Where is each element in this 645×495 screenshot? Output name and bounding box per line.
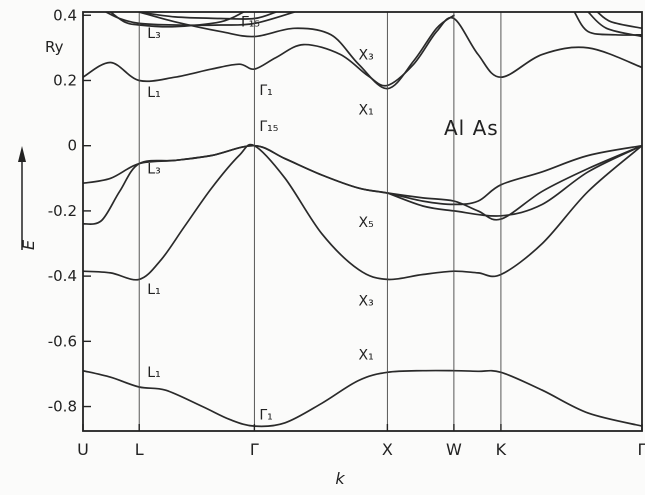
band-line — [138, 12, 277, 20]
x-tick-label: X — [382, 440, 393, 459]
x-tick-label: L — [135, 440, 144, 459]
band-line — [83, 144, 642, 225]
band-line — [109, 12, 245, 28]
band-line — [83, 369, 642, 428]
band-annotation: L₁ — [147, 282, 160, 298]
band-line — [83, 16, 642, 87]
band-annotation: Γ₁ — [259, 408, 272, 424]
y-tick-label: -0.8 — [48, 398, 77, 416]
band-annotation: L₃ — [147, 161, 160, 177]
band-annotation: X₅ — [359, 215, 374, 231]
band-line — [596, 12, 642, 30]
band-annotation: L₁ — [147, 85, 160, 101]
band-line — [386, 144, 642, 217]
band-line — [587, 12, 642, 38]
annotations-layer: L₃ L₁ L₃ L₁ L₁ Γ₁₅ Γ₁ Γ₁₅ Γ₁ X₃ X₁ X₅ X₃ X₁ — [147, 15, 373, 424]
band-annotation: X₁ — [359, 347, 374, 363]
y-tick-label: -0.2 — [48, 202, 77, 220]
y-tick-label: 0.2 — [53, 71, 77, 89]
band-line — [83, 144, 642, 206]
band-line — [573, 12, 642, 36]
chart-title: Al As — [444, 116, 499, 140]
x-tick-label: K — [496, 440, 507, 459]
band-annotation: X₁ — [359, 103, 374, 119]
x-tick-label: Γ — [250, 440, 259, 459]
band-annotation: Γ₁₅ — [259, 119, 278, 135]
band-annotation: X₃ — [359, 293, 374, 309]
y-axis-label: E — [19, 239, 38, 250]
x-tick-label: U — [77, 440, 89, 459]
x-tick-label: W — [446, 440, 462, 459]
y-tick-label: -0.6 — [48, 332, 77, 350]
y-arrow-head-icon — [18, 146, 26, 162]
band-annotation: Γ₁ — [259, 83, 272, 99]
y-tick-label: 0 — [67, 137, 77, 155]
plot-frame — [82, 11, 643, 432]
y-tick-label: -0.4 — [48, 267, 77, 285]
band-annotation: Γ₁₅ — [241, 15, 260, 31]
x-tick-label: Γ — [638, 440, 645, 459]
vertical-lines-layer — [138, 12, 502, 431]
band-annotation: X₃ — [359, 47, 374, 63]
y-tick-label: 0.4 — [53, 6, 77, 24]
band-line — [83, 143, 642, 281]
y-unit-label: Ry — [45, 38, 64, 56]
band-line — [138, 12, 455, 90]
x-axis-label: k — [335, 469, 345, 488]
y-ticks-layer: 0.4 0.2 0 -0.2 -0.4 -0.6 -0.8 — [48, 6, 91, 416]
band-annotation: L₁ — [147, 365, 160, 381]
band-annotation: L₃ — [147, 26, 160, 42]
